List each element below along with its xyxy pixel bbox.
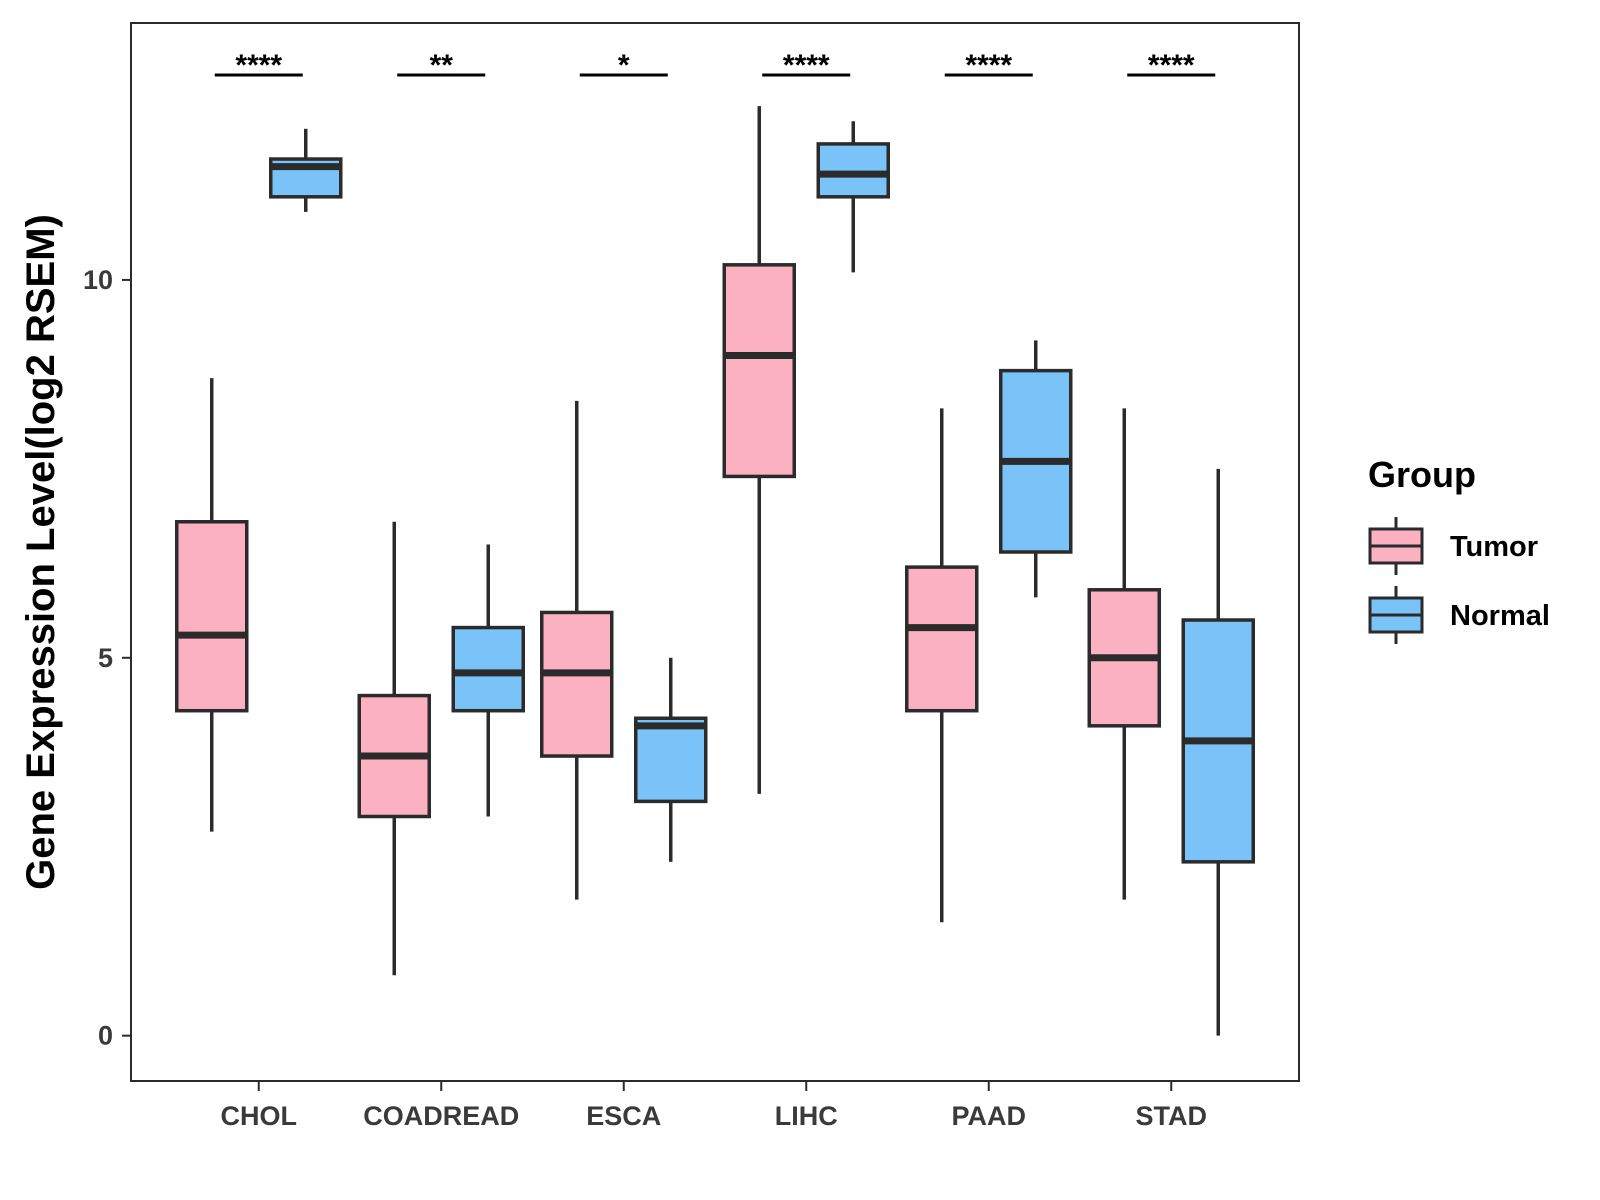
x-axis: CHOL COADREAD ESCA LIHC PAAD STAD <box>221 1081 1208 1131</box>
plot-panel <box>130 22 1300 1082</box>
box-body <box>634 716 708 804</box>
significance-label: **** <box>965 49 1012 82</box>
x-tick-label: CHOL <box>221 1101 298 1131</box>
y-axis: 0 5 10 <box>83 265 131 1051</box>
significance-label: * <box>618 49 630 82</box>
box-normal-stad <box>1181 468 1255 1036</box>
significance-label: **** <box>783 49 830 82</box>
significance-label: ** <box>430 49 454 82</box>
y-tick-label: 10 <box>83 265 113 295</box>
y-axis-title: Gene Expression Level(log2 RSEM) <box>19 214 63 890</box>
x-tick-label: PAAD <box>951 1101 1026 1131</box>
box-body <box>816 142 890 199</box>
box-normal-paad <box>999 340 1073 598</box>
legend-key-tumor <box>1368 517 1424 575</box>
box-normal-lihc <box>816 121 890 273</box>
box-tumor-chol <box>175 378 249 832</box>
box-normal-chol <box>269 128 343 212</box>
x-tick-label: COADREAD <box>363 1101 519 1131</box>
x-tick-label: LIHC <box>775 1101 838 1131</box>
significance-label: **** <box>235 49 282 82</box>
significance-label: **** <box>1148 49 1195 82</box>
box-body <box>540 610 614 758</box>
legend-label-normal: Normal <box>1450 600 1550 632</box>
box-tumor-stad <box>1087 408 1161 900</box>
legend-label-tumor: Tumor <box>1450 531 1538 563</box>
box-normal-coadread <box>451 544 525 817</box>
box-body <box>175 520 249 713</box>
y-tick-label: 0 <box>98 1021 113 1051</box>
box-tumor-coadread <box>357 521 431 976</box>
significance-annotations: **** ** * **** **** **** <box>214 49 1216 82</box>
box-tumor-lihc <box>722 106 796 794</box>
legend-key-normal <box>1368 586 1424 644</box>
box-body <box>722 263 796 479</box>
box-tumor-paad <box>905 408 979 923</box>
box-series <box>175 106 1255 1036</box>
box-body <box>905 565 979 713</box>
legend-title: Group <box>1368 454 1476 495</box>
x-tick-label: ESCA <box>586 1101 661 1131</box>
box-body <box>451 625 525 713</box>
box-normal-esca <box>634 657 708 862</box>
x-tick-label: STAD <box>1136 1101 1208 1131</box>
box-tumor-esca <box>540 400 614 900</box>
legend: Group Tumor Normal <box>1368 454 1550 644</box>
y-tick-label: 5 <box>98 643 113 673</box>
